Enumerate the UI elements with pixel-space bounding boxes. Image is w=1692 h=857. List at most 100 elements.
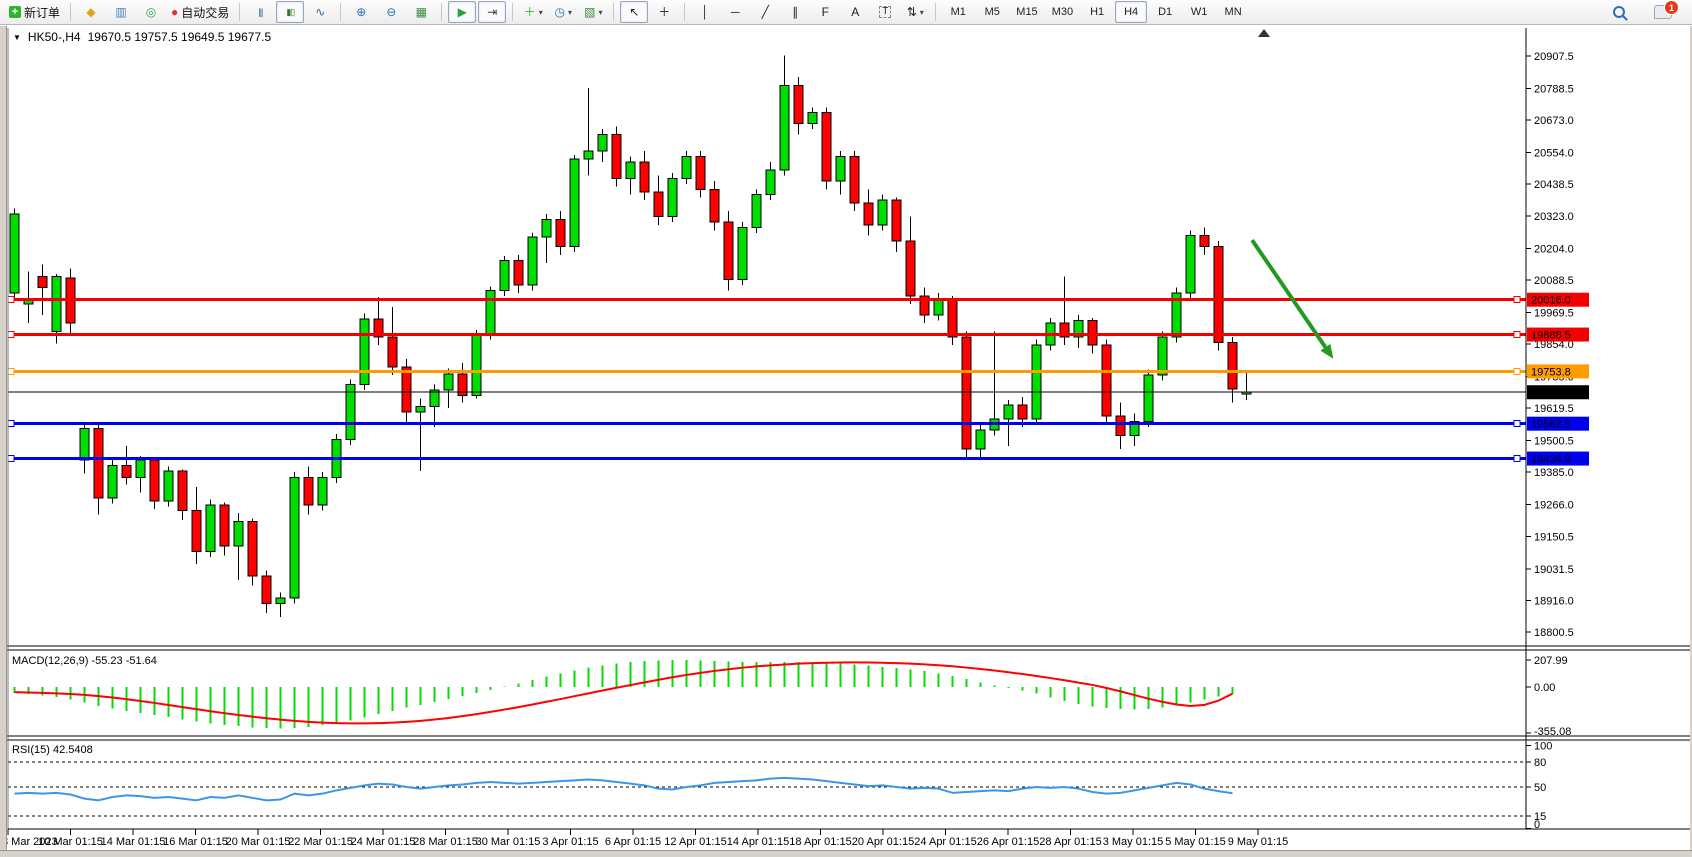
timeframe-mn[interactable]: MN xyxy=(1224,6,1242,18)
indicators-button[interactable]: ＋ ▾ xyxy=(519,1,547,23)
price-label-badge xyxy=(1527,327,1589,342)
candlestick-icon: ▮▯ xyxy=(286,6,295,17)
trendline-button[interactable]: ╱ xyxy=(751,1,779,23)
crosshair-button[interactable]: ＋ xyxy=(650,1,678,23)
price-label: 19434.9 xyxy=(1531,454,1571,466)
templates-button[interactable]: ▧ ▾ xyxy=(579,1,607,23)
line-chart-icon: ∿ xyxy=(315,5,326,19)
time-tick-label: 5 May 01:15 xyxy=(1165,836,1226,848)
chart-shift-button[interactable]: ⇥ xyxy=(478,1,507,23)
candle-up xyxy=(807,112,818,125)
candle-up xyxy=(597,134,608,152)
text-label-button[interactable]: T xyxy=(871,1,899,23)
timeframe-h1[interactable]: H1 xyxy=(1090,6,1105,18)
candle-up xyxy=(205,504,216,552)
price-label-badge xyxy=(1527,292,1589,307)
candle-up xyxy=(583,150,594,160)
candle-down xyxy=(849,155,860,204)
trend-arrow-head[interactable] xyxy=(1320,343,1334,359)
line-anchor-handle[interactable] xyxy=(1513,296,1521,304)
price-label-badge xyxy=(1527,364,1589,379)
candle-up xyxy=(471,333,482,397)
line-chart-button[interactable]: ∿ xyxy=(306,1,334,23)
time-tick-label: 16 Mar 01:15 xyxy=(163,836,228,848)
rsi-tick-label: 80 xyxy=(1534,757,1546,769)
line-anchor-handle[interactable] xyxy=(7,455,15,463)
time-tick-label: 8 Mar 2023 xyxy=(2,836,58,848)
line-anchor-handle[interactable] xyxy=(7,331,15,339)
search-button[interactable] xyxy=(1605,1,1633,23)
candle-up xyxy=(541,218,552,238)
macd-signal-line xyxy=(14,661,1233,725)
price-tick-label: 19500.5 xyxy=(1534,436,1574,448)
bar-chart-icon: ||| xyxy=(258,6,263,17)
arrows-button[interactable]: ⇅ ▾ xyxy=(901,1,929,23)
timeframe-d1[interactable]: D1 xyxy=(1158,6,1173,18)
candlestick-button[interactable]: ▮▯ xyxy=(276,1,305,23)
line-anchor-handle[interactable] xyxy=(7,296,15,304)
market-watch-button[interactable]: ◆ xyxy=(77,1,105,23)
chevron-down-icon: ▾ xyxy=(598,7,603,17)
candle-up xyxy=(527,236,538,286)
toolbar-separator xyxy=(441,3,443,21)
line-anchor-handle[interactable] xyxy=(1513,331,1521,339)
rsi-tick-label: 15 xyxy=(1534,811,1546,823)
price-tick-label: 20673.0 xyxy=(1534,115,1574,127)
candle-down xyxy=(387,336,398,368)
toolbar-separator xyxy=(613,3,615,21)
periods-button[interactable]: ◷ ▾ xyxy=(549,1,577,23)
tile-windows-button[interactable]: ▦ xyxy=(407,1,435,23)
candle-up xyxy=(1031,344,1042,420)
candle-up xyxy=(667,177,678,218)
line-anchor-handle[interactable] xyxy=(1513,455,1521,463)
navigator-button[interactable]: ◎ xyxy=(137,1,165,23)
search-icon xyxy=(1613,6,1625,18)
timeframe-m15[interactable]: M15 xyxy=(1016,6,1038,18)
timeframe-w1[interactable]: W1 xyxy=(1190,6,1208,18)
auto-trading-button[interactable]: ● 自动交易 xyxy=(167,1,233,23)
zoom-out-button[interactable]: ⊖ xyxy=(377,1,405,23)
fibonacci-button[interactable]: F xyxy=(811,1,839,23)
candle-down xyxy=(177,470,188,511)
notifications-button[interactable]: 1 xyxy=(1649,0,1679,23)
candle-up xyxy=(107,464,118,499)
candle-up xyxy=(51,276,62,332)
toolbar-separator xyxy=(935,3,937,21)
time-tick-label: 20 Mar 01:15 xyxy=(226,836,291,848)
cursor-button[interactable]: ↖ xyxy=(620,1,649,23)
candle-down xyxy=(695,155,706,190)
line-anchor-handle[interactable] xyxy=(1513,420,1521,428)
timeframe-m5[interactable]: M5 xyxy=(984,6,1000,18)
candle-down xyxy=(1087,319,1098,346)
price-tick-label: 20323.0 xyxy=(1534,211,1574,223)
chart-shift-marker[interactable] xyxy=(1258,29,1270,37)
line-anchor-handle[interactable] xyxy=(1513,367,1521,375)
text-button[interactable]: A xyxy=(841,1,869,23)
auto-scroll-button[interactable]: ▶ xyxy=(448,1,477,23)
timeframe-h4[interactable]: H4 xyxy=(1115,1,1148,23)
bar-chart-button[interactable]: ||| xyxy=(246,1,274,23)
candle-down xyxy=(303,477,314,506)
candle-down xyxy=(37,276,48,289)
zoom-in-button[interactable]: ⊕ xyxy=(347,1,375,23)
horizontal-line-button[interactable]: ─ xyxy=(721,1,749,23)
line-anchor-handle[interactable] xyxy=(7,367,15,375)
timeframe-m1[interactable]: M1 xyxy=(950,6,966,18)
timeframe-m30[interactable]: M30 xyxy=(1051,6,1074,18)
chart-menu-icon[interactable]: ▼ xyxy=(13,32,21,42)
vertical-line-button[interactable]: │ xyxy=(691,1,719,23)
market-watch-icon: ◆ xyxy=(86,5,96,19)
new-order-button[interactable]: + 新订单 xyxy=(5,1,64,23)
data-window-button[interactable]: ▥ xyxy=(107,1,135,23)
candle-up xyxy=(569,158,580,248)
line-anchor-handle[interactable] xyxy=(7,420,15,428)
candle-up xyxy=(443,373,454,391)
candle-down xyxy=(1101,344,1112,417)
candle-down xyxy=(513,259,524,286)
candle-down xyxy=(457,373,468,397)
channel-button[interactable]: ∥ xyxy=(781,1,809,23)
macd-tick-label: 0.00 xyxy=(1534,682,1555,694)
trend-arrow-line[interactable] xyxy=(1250,238,1328,349)
